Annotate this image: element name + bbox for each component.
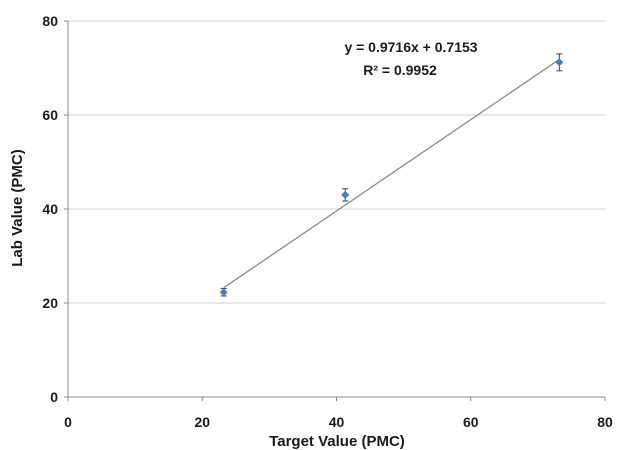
x-axis-title: Target Value (PMC) <box>269 433 405 450</box>
r-squared-label: R² = 0.9952 <box>363 62 437 78</box>
y-tick-label: 80 <box>42 13 58 29</box>
y-tick-label: 0 <box>50 389 58 405</box>
data-point <box>219 288 228 297</box>
y-tick-label: 60 <box>42 107 58 123</box>
trendline-equation: y = 0.9716x + 0.7153 <box>344 39 477 55</box>
x-tick-label: 20 <box>194 414 210 430</box>
trendline-line <box>223 58 560 289</box>
x-tick-label: 60 <box>463 414 479 430</box>
x-tick-label: 80 <box>597 414 613 430</box>
data-points <box>219 53 564 297</box>
axes <box>64 20 606 401</box>
y-tick-label: 20 <box>42 295 58 311</box>
y-tick-label: 40 <box>42 201 58 217</box>
trendline <box>223 58 560 289</box>
tick-labels: 0 20 40 60 80 0 20 40 60 80 <box>42 13 613 430</box>
x-tick-label: 40 <box>329 414 345 430</box>
y-axis-title: Lab Value (PMC) <box>9 149 26 267</box>
data-point <box>341 190 350 199</box>
gridlines <box>68 20 605 304</box>
data-point <box>555 58 564 67</box>
x-tick-label: 0 <box>64 414 72 430</box>
